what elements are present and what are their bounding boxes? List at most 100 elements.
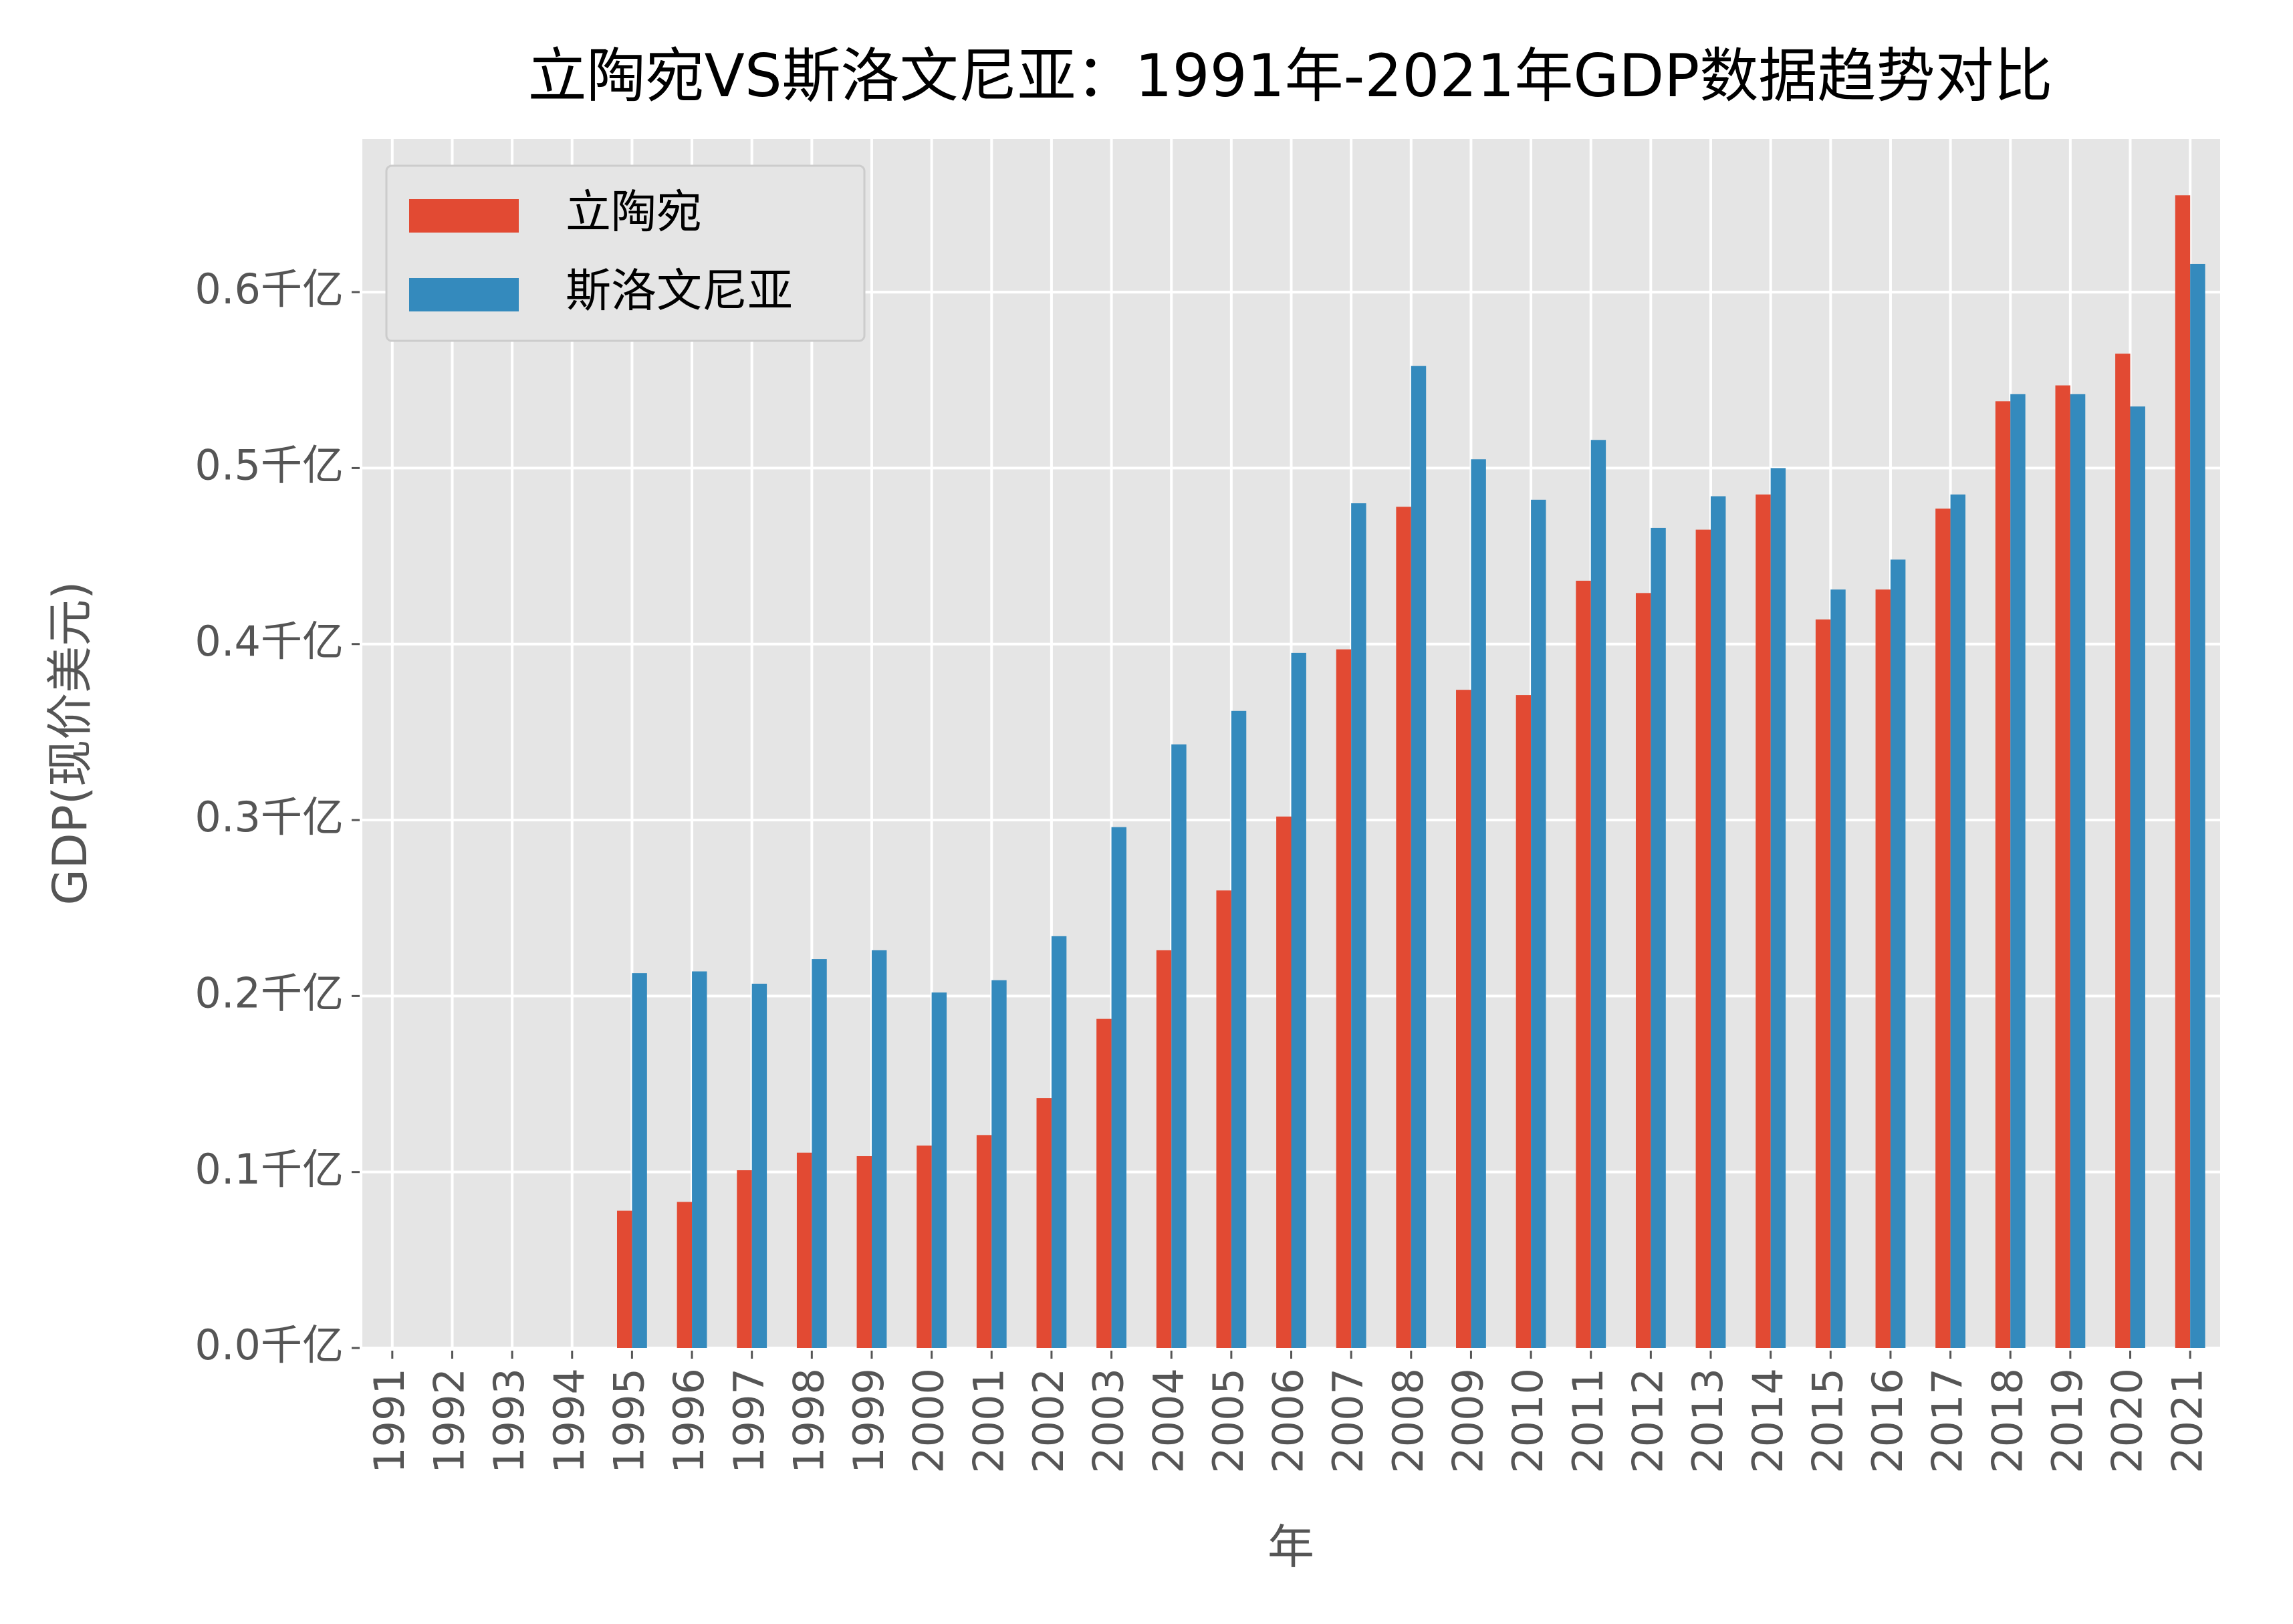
x-tick-label: 1996 [665,1368,713,1474]
bar [1291,652,1306,1348]
bar [1950,494,1966,1348]
bar [1576,580,1591,1348]
bar [692,971,707,1348]
bar [751,983,767,1348]
y-tick-label: 0.4千亿 [195,617,344,666]
y-tick-label: 0.2千亿 [195,968,344,1017]
bar [1830,589,1846,1348]
bar [1411,366,1427,1349]
bar [1875,589,1891,1348]
x-tick-label: 2008 [1384,1368,1433,1474]
bar [1935,508,1951,1348]
bar [1531,499,1546,1348]
y-tick-label: 0.5千亿 [195,440,344,489]
bar [1036,1098,1052,1348]
bar [991,980,1007,1348]
bar [1156,950,1172,1348]
bar [1695,529,1711,1349]
x-tick-label: 2009 [1444,1368,1493,1474]
bar [1635,593,1651,1348]
bar [737,1170,752,1348]
x-tick-label: 2012 [1623,1368,1672,1474]
bar [1815,619,1831,1348]
x-tick-label: 1997 [725,1368,773,1474]
bar [2115,354,2131,1348]
bar [871,950,887,1348]
bar [2010,394,2026,1348]
bar [796,1152,812,1348]
bar [1995,401,2011,1348]
bar [812,959,827,1348]
x-tick-label: 2013 [1683,1368,1732,1474]
x-tick-label: 2017 [1923,1368,1972,1474]
x-tick-label: 2014 [1743,1368,1792,1474]
bar [616,1210,632,1348]
bar [2130,406,2145,1348]
legend-swatch [409,199,519,233]
x-tick-label: 1999 [844,1368,893,1474]
bar [1471,459,1486,1348]
x-tick-label: 2006 [1264,1368,1313,1474]
bar [1756,494,1771,1348]
bar [976,1135,992,1348]
x-tick-label: 2001 [964,1368,1013,1474]
bar [931,992,947,1348]
bar [1096,1019,1112,1348]
bar [1456,690,1471,1348]
x-tick-label: 2003 [1084,1368,1133,1474]
legend-label: 立陶宛 [566,186,702,239]
bar [1890,559,1906,1349]
bar [1351,503,1366,1349]
bar [1396,507,1411,1349]
bar [2055,385,2070,1349]
bar [632,973,647,1348]
y-tick-label: 0.3千亿 [195,793,344,841]
x-tick-label: 2018 [1983,1368,2032,1474]
bar [1770,468,1786,1348]
bar [1651,527,1666,1348]
bar [1111,827,1126,1348]
bar [1231,710,1247,1348]
y-axis-label: GDP(现价美元) [43,581,98,906]
bar [1516,695,1532,1348]
x-axis-label: 年 [1268,1520,1314,1575]
x-tick-label: 1994 [545,1368,594,1474]
x-tick-label: 2002 [1024,1368,1073,1474]
bar [1276,816,1292,1348]
x-tick-label: 2005 [1204,1368,1253,1474]
bar [1590,440,1606,1348]
x-tick-label: 2021 [2163,1368,2211,1474]
bar [677,1202,693,1348]
x-tick-label: 2000 [904,1368,953,1474]
x-tick-label: 1995 [604,1368,653,1474]
bar [1711,496,1726,1348]
x-tick-label: 2019 [2043,1368,2092,1474]
bar [1171,744,1187,1348]
x-tick-label: 1998 [784,1368,833,1474]
y-tick-label: 0.1千亿 [195,1145,344,1194]
bar [1216,890,1231,1348]
y-tick-label: 0.6千亿 [195,265,344,313]
x-tick-label: 2010 [1503,1368,1552,1474]
bar [2070,394,2086,1348]
chart-title: 立陶宛VS斯洛文尼亚：1991年-2021年GDP数据趋势对比 [528,41,2053,110]
bar [1051,936,1067,1348]
x-tick-label: 2011 [1564,1368,1612,1474]
x-tick-label: 1991 [365,1368,414,1474]
bar [856,1156,872,1348]
bar [917,1145,932,1348]
bar [2175,195,2191,1349]
y-tick-label: 0.0千亿 [195,1321,344,1369]
x-tick-label: 2007 [1324,1368,1372,1474]
x-tick-label: 2004 [1144,1368,1193,1474]
bar [1336,649,1352,1348]
x-tick-label: 1993 [485,1368,533,1474]
x-tick-label: 2020 [2103,1368,2152,1474]
legend-swatch [409,278,519,311]
x-tick-label: 2016 [1863,1368,1912,1474]
legend-label: 斯洛文尼亚 [566,265,793,318]
bar [2190,263,2205,1349]
x-tick-label: 1992 [425,1368,474,1474]
